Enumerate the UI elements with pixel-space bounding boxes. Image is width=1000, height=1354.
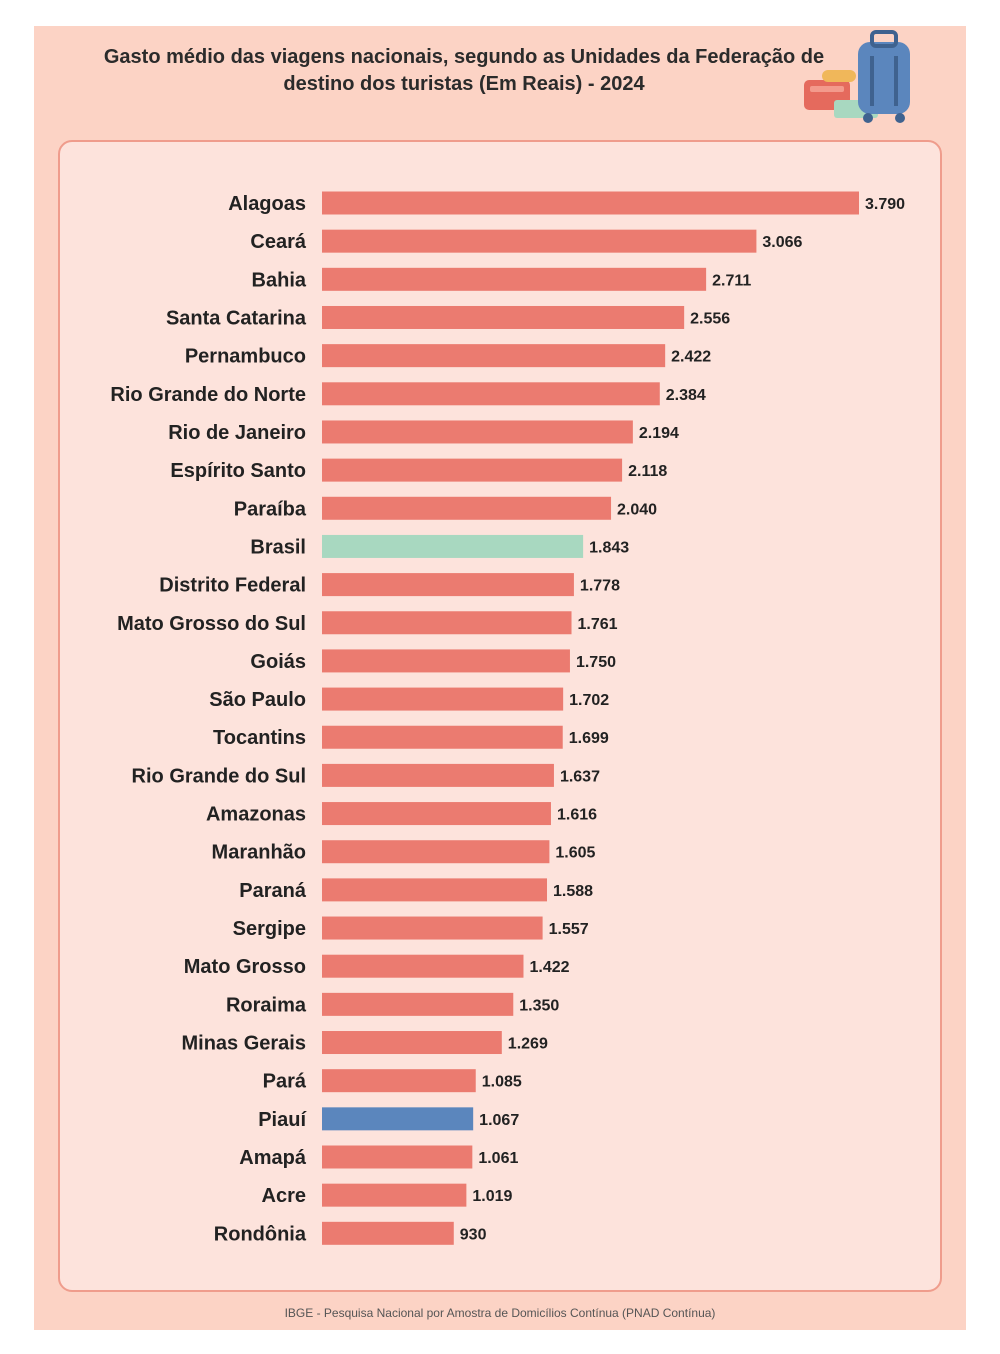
category-label: Paraíba bbox=[234, 498, 307, 520]
chart-title: Gasto médio das viagens nacionais, segun… bbox=[103, 46, 825, 95]
category-label: Rio Grande do Sul bbox=[132, 765, 306, 787]
value-label: 3.790 bbox=[865, 196, 905, 213]
value-label: 1.750 bbox=[576, 654, 616, 671]
category-label: Acre bbox=[262, 1185, 306, 1207]
bar bbox=[322, 1107, 474, 1131]
value-label: 2.711 bbox=[712, 272, 751, 289]
bar bbox=[322, 725, 563, 749]
value-label: 2.194 bbox=[639, 425, 679, 442]
bar bbox=[322, 992, 514, 1016]
category-label: Santa Catarina bbox=[166, 307, 307, 329]
category-label: Sergipe bbox=[233, 918, 306, 940]
bar bbox=[322, 802, 551, 826]
bar bbox=[322, 344, 666, 368]
bar bbox=[322, 916, 543, 940]
category-label: Amapá bbox=[239, 1147, 307, 1169]
value-label: 1.588 bbox=[553, 883, 593, 900]
chart-frame: Gasto médio das viagens nacionais, segun… bbox=[34, 26, 966, 1330]
bar bbox=[322, 534, 584, 558]
bar bbox=[322, 458, 623, 482]
luggage-icon bbox=[804, 30, 910, 123]
category-label: Roraima bbox=[226, 994, 307, 1016]
bar bbox=[322, 229, 757, 253]
value-label: 1.761 bbox=[578, 616, 618, 633]
bar bbox=[322, 573, 574, 597]
value-label: 1.843 bbox=[589, 539, 629, 556]
value-label: 1.422 bbox=[529, 959, 569, 976]
value-label: 2.384 bbox=[666, 387, 706, 404]
bar bbox=[322, 305, 685, 329]
value-label: 1.067 bbox=[479, 1112, 519, 1129]
bar bbox=[322, 878, 548, 902]
bar bbox=[322, 763, 554, 787]
category-label: Alagoas bbox=[228, 193, 306, 215]
bar bbox=[322, 1145, 473, 1169]
bar bbox=[322, 382, 660, 406]
bar bbox=[322, 1031, 502, 1055]
category-label: Mato Grosso bbox=[184, 956, 306, 978]
category-label: Espírito Santo bbox=[170, 460, 306, 482]
bar bbox=[322, 611, 572, 635]
bar bbox=[322, 267, 707, 291]
value-label: 1.061 bbox=[478, 1150, 518, 1167]
category-label: Tocantins bbox=[213, 727, 306, 749]
value-label: 1.019 bbox=[472, 1188, 512, 1205]
category-label: Mato Grosso do Sul bbox=[117, 613, 306, 635]
bar bbox=[322, 687, 564, 711]
category-label: Ceará bbox=[250, 231, 306, 253]
value-label: 2.556 bbox=[690, 310, 730, 327]
category-label: Minas Gerais bbox=[181, 1033, 306, 1055]
category-label: Piauí bbox=[258, 1109, 307, 1131]
bar-chart: Alagoas 3.790 Ceará 3.066 Bahia 2.711 Santa Ca… bbox=[110, 191, 905, 1245]
category-label: Brasil bbox=[250, 536, 306, 558]
category-label: Pernambuco bbox=[185, 346, 306, 368]
value-label: 2.118 bbox=[628, 463, 667, 480]
category-label: Bahia bbox=[252, 269, 307, 291]
value-label: 1.557 bbox=[549, 921, 589, 938]
value-label: 1.637 bbox=[560, 768, 600, 785]
bar bbox=[322, 1221, 454, 1245]
category-label: São Paulo bbox=[209, 689, 306, 711]
value-label: 1.702 bbox=[569, 692, 609, 709]
category-label: Maranhão bbox=[212, 842, 306, 864]
category-label: Rondônia bbox=[214, 1223, 307, 1245]
value-label: 1.350 bbox=[519, 997, 559, 1014]
value-label: 3.066 bbox=[762, 234, 802, 251]
category-label: Rio Grande do Norte bbox=[110, 384, 306, 406]
bar bbox=[322, 840, 550, 864]
value-label: 2.422 bbox=[671, 349, 711, 366]
category-label: Paraná bbox=[239, 880, 307, 902]
bar bbox=[322, 954, 524, 978]
source-note: IBGE - Pesquisa Nacional por Amostra de … bbox=[284, 1306, 716, 1320]
value-label: 930 bbox=[460, 1226, 487, 1243]
category-label: Rio de Janeiro bbox=[168, 422, 306, 444]
bar bbox=[322, 1069, 476, 1093]
bar bbox=[322, 191, 859, 215]
value-label: 1.605 bbox=[555, 845, 595, 862]
chart-panel: Alagoas 3.790 Ceará 3.066 Bahia 2.711 Santa Ca… bbox=[58, 140, 942, 1292]
bar bbox=[322, 1183, 467, 1207]
bar bbox=[322, 496, 612, 520]
value-label: 1.616 bbox=[557, 807, 597, 824]
value-label: 1.085 bbox=[482, 1074, 522, 1091]
category-label: Amazonas bbox=[206, 804, 306, 826]
value-label: 1.269 bbox=[508, 1036, 548, 1053]
value-label: 1.778 bbox=[580, 578, 620, 595]
bar bbox=[322, 649, 570, 673]
category-label: Distrito Federal bbox=[159, 575, 306, 597]
bar bbox=[322, 420, 633, 444]
category-label: Pará bbox=[263, 1071, 307, 1093]
value-label: 2.040 bbox=[617, 501, 657, 518]
value-label: 1.699 bbox=[569, 730, 609, 747]
category-label: Goiás bbox=[250, 651, 306, 673]
